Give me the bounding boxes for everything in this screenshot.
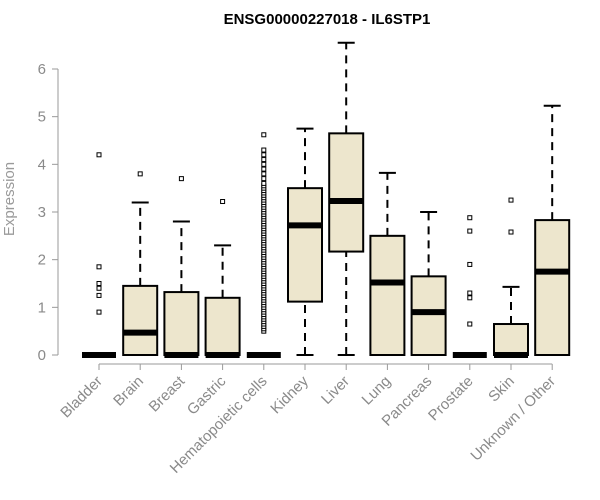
box-group — [494, 198, 528, 355]
outlier-point — [262, 177, 266, 181]
box-group — [123, 172, 157, 355]
box — [370, 236, 404, 355]
x-category-label: Lung — [359, 373, 395, 409]
outlier-point — [221, 200, 225, 204]
outlier-point — [262, 158, 266, 162]
y-tick-label: 0 — [38, 347, 46, 364]
boxplot-chart: ENSG00000227018 - IL6STP1 Expression 0 1 2… — [0, 0, 600, 500]
outlier-point — [468, 216, 472, 220]
y-tick-label: 6 — [38, 61, 46, 78]
outlier-point — [509, 230, 513, 234]
outlier-point — [468, 296, 472, 300]
outlier-point — [262, 172, 266, 176]
box-group — [288, 129, 322, 355]
outlier-point — [97, 265, 101, 269]
outlier-point — [262, 162, 266, 166]
x-category-label: Prostate — [425, 373, 477, 425]
x-category-label: Breast — [146, 372, 189, 415]
box — [206, 298, 240, 355]
box-group — [453, 216, 487, 355]
box-group — [82, 153, 116, 355]
outlier-point — [468, 322, 472, 326]
outlier-point — [262, 181, 266, 185]
x-category-label: Bladder — [57, 373, 106, 422]
outlier-point — [468, 229, 472, 233]
outlier-point — [97, 153, 101, 157]
box — [494, 324, 528, 355]
outlier-point — [262, 148, 266, 152]
y-tick-label: 2 — [38, 252, 46, 269]
outlier-point — [179, 177, 183, 181]
box-group — [329, 43, 363, 355]
y-axis-label: Expression — [1, 162, 18, 236]
box-group — [247, 133, 281, 355]
box — [535, 220, 569, 355]
chart-marks — [82, 43, 569, 355]
outlier-point — [97, 310, 101, 314]
box-group — [206, 200, 240, 355]
outlier-point — [468, 291, 472, 295]
outlier-point — [97, 282, 101, 286]
outlier-point — [262, 133, 266, 137]
y-tick-label: 4 — [38, 156, 46, 173]
box-group — [535, 106, 569, 355]
x-category-label: Liver — [318, 373, 353, 408]
box — [412, 276, 446, 355]
x-category-label: Brain — [110, 373, 147, 410]
outlier-point — [97, 293, 101, 297]
box-group — [412, 212, 446, 355]
box — [123, 286, 157, 355]
y-tick-label: 5 — [38, 109, 46, 126]
outlier-point — [262, 167, 266, 171]
outlier-point — [262, 153, 266, 157]
outlier-point — [97, 286, 101, 290]
box — [329, 133, 363, 251]
y-tick-label: 1 — [38, 299, 46, 316]
box — [288, 188, 322, 301]
box-group — [164, 177, 198, 355]
x-category-label: Kidney — [267, 372, 312, 417]
box-group — [370, 173, 404, 355]
outlier-point — [138, 172, 142, 176]
x-category-label: Skin — [485, 373, 518, 406]
y-tick-label: 3 — [38, 204, 46, 221]
box — [164, 292, 198, 355]
outlier-point — [509, 198, 513, 202]
outlier-point — [468, 262, 472, 266]
chart-title: ENSG00000227018 - IL6STP1 — [224, 11, 431, 28]
